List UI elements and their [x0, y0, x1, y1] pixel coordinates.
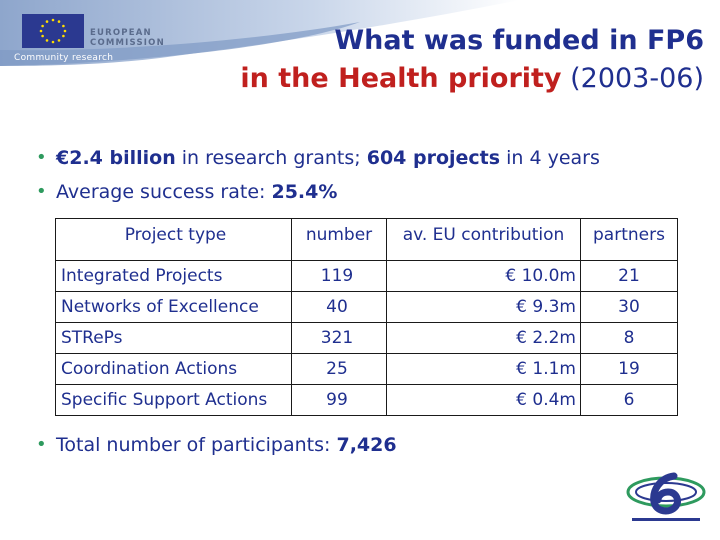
projects-table: Project type number av. EU contribution …: [55, 218, 678, 416]
cell-partners: 6: [580, 384, 678, 416]
cell-number: 321: [291, 322, 387, 354]
cell-type: Networks of Excellence: [55, 291, 292, 323]
header-project-type: Project type: [55, 218, 292, 261]
bullet-dot-icon: •: [36, 181, 47, 202]
title-line-1: What was funded in FP6: [334, 25, 704, 56]
cell-type: Coordination Actions: [55, 353, 292, 385]
header-number: number: [291, 218, 387, 261]
title-years: (2003-06): [561, 63, 704, 94]
cell-partners: 8: [580, 322, 678, 354]
title-line-2: in the Health priority (2003-06): [240, 60, 704, 98]
cell-number: 119: [291, 260, 387, 292]
logo-subtitle: Community research: [14, 53, 114, 63]
slide-title: What was funded in FP6 in the Health pri…: [240, 22, 704, 98]
table-row: Networks of Excellence 40 € 9.3m 30: [55, 291, 678, 323]
bullet-dot-icon: •: [36, 434, 47, 455]
bullet-success-rate: • Average success rate: 25.4%: [36, 181, 338, 203]
cell-type: STRePs: [55, 322, 292, 354]
cell-contribution: € 2.2m: [386, 322, 581, 354]
bullet-funding: • €2.4 billion in research grants; 604 p…: [36, 147, 600, 169]
bullet-participants: • Total number of participants: 7,426: [36, 434, 397, 456]
logo-wordmark: EUROPEAN COMMISSION: [90, 28, 165, 48]
cell-number: 99: [291, 384, 387, 416]
table-header-row: Project type number av. EU contribution …: [55, 218, 678, 261]
cell-type: Integrated Projects: [55, 260, 292, 292]
eu-flag-icon: [22, 14, 84, 48]
cell-contribution: € 1.1m: [386, 353, 581, 385]
table-row: Specific Support Actions 99 € 0.4m 6: [55, 384, 678, 416]
header-swoosh: [0, 0, 520, 66]
table-row: Integrated Projects 119 € 10.0m 21: [55, 260, 678, 292]
cell-partners: 21: [580, 260, 678, 292]
table-row: STRePs 321 € 2.2m 8: [55, 322, 678, 354]
header-partners: partners: [580, 218, 678, 261]
cell-contribution: € 0.4m: [386, 384, 581, 416]
cell-number: 40: [291, 291, 387, 323]
title-highlight: in the Health priority: [240, 63, 562, 94]
bullet-dot-icon: •: [36, 147, 47, 168]
cell-partners: 19: [580, 353, 678, 385]
cell-contribution: € 9.3m: [386, 291, 581, 323]
table-row: Coordination Actions 25 € 1.1m 19: [55, 353, 678, 385]
cell-contribution: € 10.0m: [386, 260, 581, 292]
header-contribution: av. EU contribution: [386, 218, 581, 261]
cell-number: 25: [291, 353, 387, 385]
cell-type: Specific Support Actions: [55, 384, 292, 416]
fp6-logo-icon: [626, 472, 706, 521]
cell-partners: 30: [580, 291, 678, 323]
